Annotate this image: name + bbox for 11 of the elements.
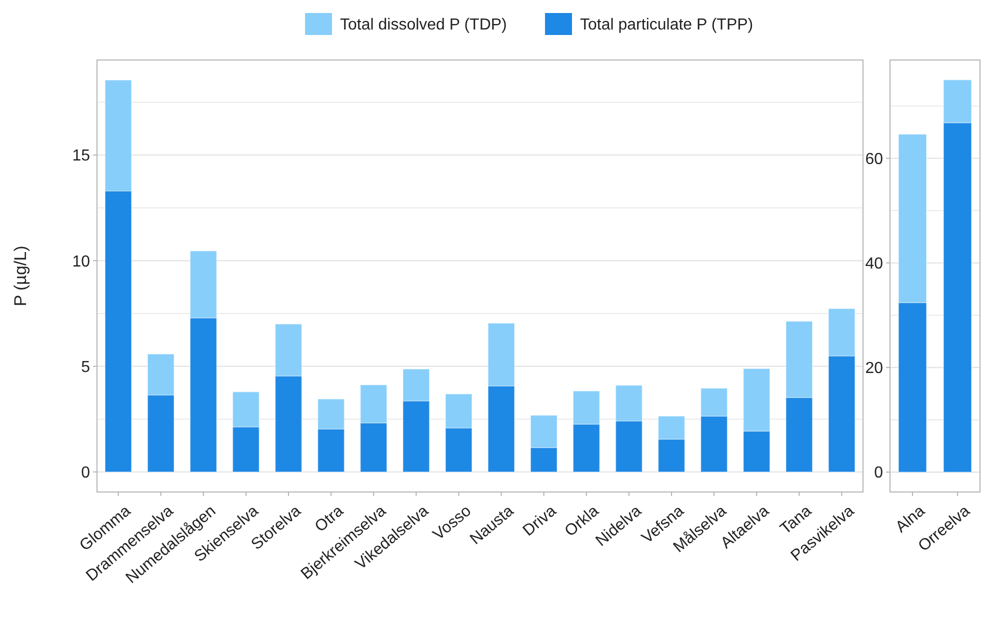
- y-tick-label: 5: [81, 358, 90, 376]
- y-tick-label: 0: [874, 464, 884, 482]
- y-tick-label: 10: [72, 253, 90, 270]
- y-axis-title: P (µg/L): [11, 246, 30, 306]
- y-tick-label: 20: [865, 360, 884, 378]
- y-tick-label: 60: [865, 150, 884, 168]
- y-tick-label: 40: [865, 256, 884, 273]
- legend-label: Total particulate P (TPP): [580, 16, 754, 34]
- legend-label: Total dissolved P (TDP): [340, 16, 507, 34]
- y-tick-label: 0: [81, 464, 90, 482]
- y-tick-label: 15: [72, 148, 90, 165]
